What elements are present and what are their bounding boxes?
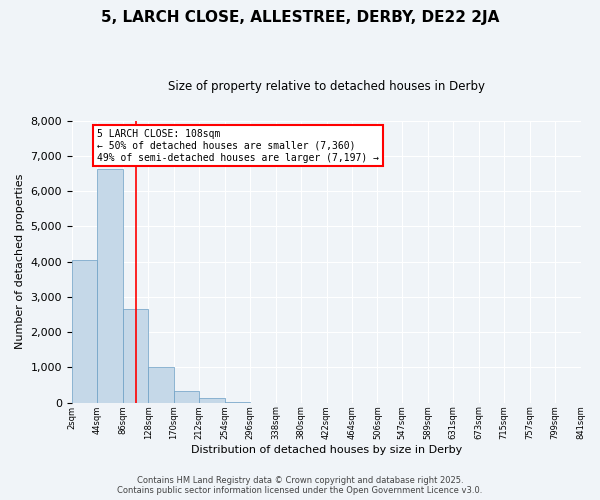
- Bar: [199, 398, 224, 402]
- X-axis label: Distribution of detached houses by size in Derby: Distribution of detached houses by size …: [191, 445, 462, 455]
- Bar: [148, 368, 174, 402]
- Text: 5, LARCH CLOSE, ALLESTREE, DERBY, DE22 2JA: 5, LARCH CLOSE, ALLESTREE, DERBY, DE22 2…: [101, 10, 499, 25]
- Bar: [97, 169, 123, 402]
- Bar: [174, 390, 199, 402]
- Text: Contains HM Land Registry data © Crown copyright and database right 2025.
Contai: Contains HM Land Registry data © Crown c…: [118, 476, 482, 495]
- Title: Size of property relative to detached houses in Derby: Size of property relative to detached ho…: [168, 80, 485, 93]
- Text: 5 LARCH CLOSE: 108sqm
← 50% of detached houses are smaller (7,360)
49% of semi-d: 5 LARCH CLOSE: 108sqm ← 50% of detached …: [97, 130, 379, 162]
- Y-axis label: Number of detached properties: Number of detached properties: [15, 174, 25, 350]
- Bar: [123, 309, 148, 402]
- Bar: [72, 260, 97, 402]
